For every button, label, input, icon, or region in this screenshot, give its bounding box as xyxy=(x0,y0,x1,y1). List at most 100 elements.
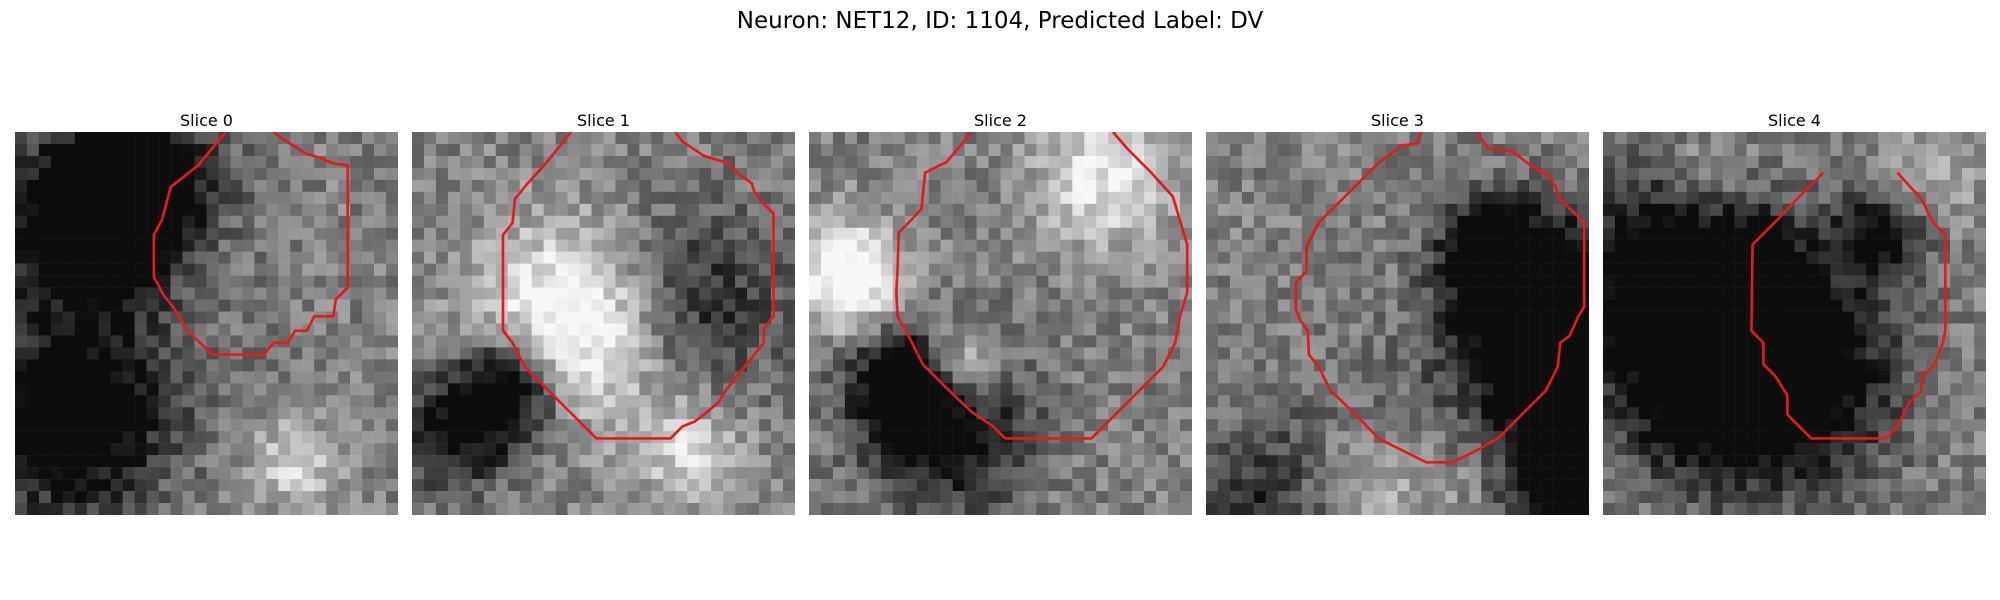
pixel xyxy=(1662,323,1676,336)
pixel xyxy=(964,299,977,312)
pixel xyxy=(663,311,676,324)
pixel xyxy=(844,323,858,336)
pixel xyxy=(844,431,858,444)
pixel xyxy=(615,203,628,217)
pixel xyxy=(1385,491,1398,504)
pixel xyxy=(1000,503,1013,515)
pixel xyxy=(868,491,882,504)
pixel xyxy=(771,179,784,193)
pixel xyxy=(182,383,195,396)
pixel xyxy=(1505,239,1518,252)
pixel xyxy=(1469,347,1482,360)
pixel xyxy=(242,419,255,432)
pixel xyxy=(158,359,171,372)
pixel xyxy=(483,359,497,372)
pixel xyxy=(1469,251,1482,264)
pixel xyxy=(976,455,989,468)
pixel xyxy=(386,335,398,348)
pixel xyxy=(242,323,255,336)
pixel xyxy=(146,491,159,504)
pixel xyxy=(976,491,989,504)
pixel xyxy=(627,287,640,300)
pixel xyxy=(1096,275,1109,288)
pixel xyxy=(1229,395,1243,408)
pixel xyxy=(1313,275,1326,288)
pixel xyxy=(495,347,508,360)
pixel xyxy=(290,251,303,264)
pixel xyxy=(1770,395,1783,408)
pixel xyxy=(158,275,171,288)
pixel xyxy=(567,467,580,480)
pixel xyxy=(507,251,520,264)
pixel xyxy=(1337,407,1350,420)
pixel xyxy=(1674,359,1688,372)
pixel xyxy=(134,191,147,205)
pixel xyxy=(1433,132,1446,145)
pixel xyxy=(1517,383,1530,396)
pixel xyxy=(134,251,147,264)
pixel xyxy=(50,287,64,300)
pixel xyxy=(892,383,905,396)
pixel xyxy=(230,227,243,240)
pixel xyxy=(110,287,123,300)
pixel xyxy=(880,323,894,336)
pixel xyxy=(1603,431,1616,444)
pixel xyxy=(62,287,76,300)
pixel xyxy=(302,335,315,348)
pixel xyxy=(1794,311,1807,324)
pixel xyxy=(1854,383,1867,396)
pixel xyxy=(1337,132,1350,145)
pixel xyxy=(290,371,303,384)
pixel xyxy=(820,275,834,288)
pixel xyxy=(747,239,760,252)
pixel xyxy=(1974,203,1986,217)
pixel xyxy=(1206,251,1219,264)
pixel xyxy=(134,407,147,420)
pixel xyxy=(230,275,243,288)
pixel xyxy=(1603,371,1616,384)
pixel xyxy=(1782,323,1795,336)
pixel xyxy=(1048,155,1061,169)
pixel xyxy=(723,239,736,252)
pixel xyxy=(1156,479,1169,492)
pixel xyxy=(122,155,135,169)
pixel xyxy=(1337,227,1350,240)
pixel xyxy=(1229,371,1243,384)
pixel xyxy=(1168,479,1181,492)
pixel xyxy=(1084,407,1097,420)
pixel xyxy=(1433,503,1446,515)
pixel xyxy=(1469,167,1482,181)
pixel xyxy=(471,263,485,276)
pixel xyxy=(1638,179,1652,193)
pixel xyxy=(38,443,52,456)
pixel xyxy=(122,275,135,288)
pixel xyxy=(856,443,870,456)
pixel xyxy=(1217,419,1231,432)
pixel xyxy=(603,491,616,504)
pixel xyxy=(880,383,894,396)
pixel xyxy=(1686,287,1699,300)
pixel xyxy=(338,311,351,324)
pixel xyxy=(603,251,616,264)
pixel xyxy=(50,263,64,276)
pixel xyxy=(880,503,894,515)
pixel xyxy=(1060,467,1073,480)
pixel xyxy=(639,239,652,252)
pixel xyxy=(435,407,449,420)
pixel xyxy=(904,479,917,492)
pixel xyxy=(1746,335,1759,348)
pixel xyxy=(1385,287,1398,300)
pixel xyxy=(338,143,351,157)
pixel xyxy=(1603,227,1616,240)
slice-title: Slice 0 xyxy=(180,111,233,130)
pixel xyxy=(1409,323,1422,336)
pixel xyxy=(856,407,870,420)
pixel xyxy=(1301,132,1314,145)
pixel xyxy=(1120,167,1133,181)
pixel xyxy=(1206,191,1219,205)
pixel xyxy=(122,251,135,264)
pixel xyxy=(1000,179,1013,193)
pixel xyxy=(1758,191,1771,205)
pixel xyxy=(1433,275,1446,288)
pixel xyxy=(412,191,425,205)
